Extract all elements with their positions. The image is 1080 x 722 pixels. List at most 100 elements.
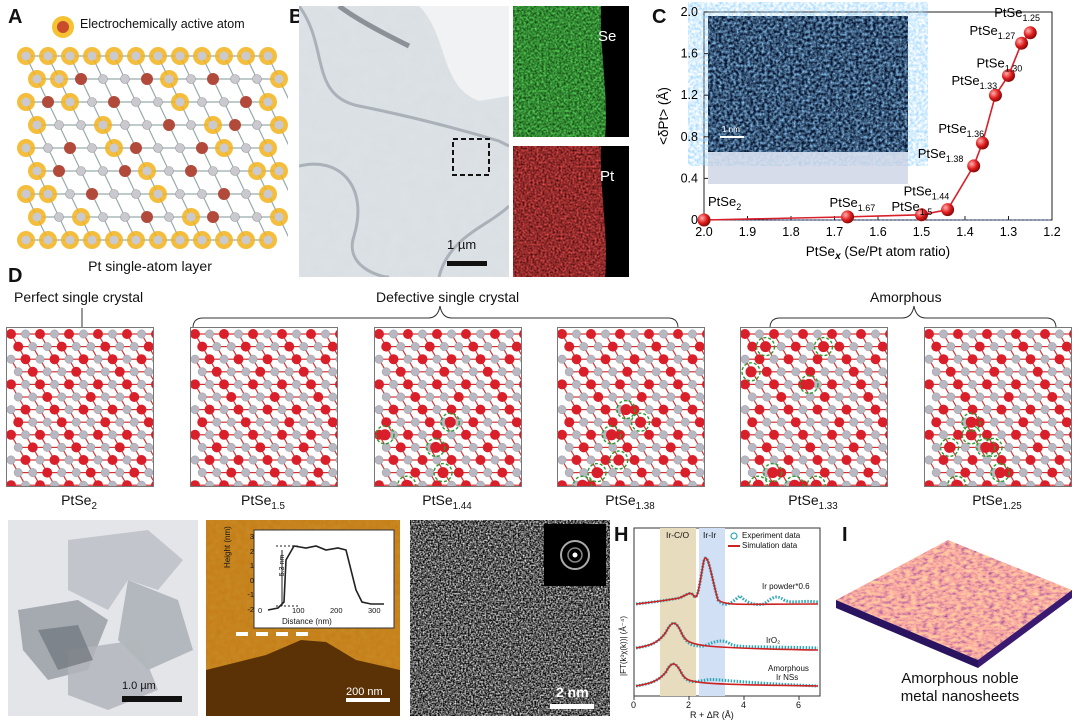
defect-marker: [609, 450, 629, 470]
defect-marker: [433, 462, 453, 483]
point-label: PtSe1.67: [830, 195, 876, 213]
ptse-lattice-2: [374, 327, 522, 487]
defect-marker: [748, 475, 768, 486]
lattice-caption-0: PtSe2: [61, 492, 97, 512]
afm-image-f: [206, 520, 400, 716]
panel-i-caption-line2: metal nanosheets: [900, 688, 1020, 705]
afm-xtick-3: 300: [368, 606, 381, 615]
data-point: [988, 88, 1002, 102]
point-label: PtSe1.44: [904, 184, 950, 202]
afm-xlabel: Distance (nm): [282, 617, 332, 626]
y-axis-label: <δPt> (Å): [656, 87, 671, 145]
legend-simulation: Simulation data: [742, 541, 798, 550]
group-label-amorphous: Amorphous: [870, 289, 942, 305]
stm-inset: 1 nm: [708, 16, 908, 184]
group-label-defective: Defective single crystal: [376, 289, 520, 305]
defect-marker: [784, 475, 805, 486]
curve-label-ir-powder: Ir powder*0.6: [762, 582, 810, 591]
x-axis-label: PtSex (Se/Pt atom ratio): [806, 244, 950, 262]
scale-bar-g: 2 nm: [556, 684, 589, 700]
point-label: PtSe1.25: [994, 5, 1040, 23]
afm-xtick-2: 200: [330, 606, 343, 615]
group-label-perfect: Perfect single crystal: [14, 289, 144, 305]
ptse-lattice-5: [924, 327, 1072, 487]
defect-marker: [572, 475, 593, 486]
x-tick-label: 1.8: [782, 225, 799, 239]
lattice-caption-2: PtSe1.44: [422, 492, 472, 512]
curve-label-amorphous: Amorphous: [768, 664, 809, 673]
data-point: [841, 210, 855, 224]
defect-marker: [763, 462, 783, 483]
point-label: PtSe1.33: [951, 73, 997, 91]
defect-marker: [375, 425, 395, 445]
lattice-caption-5: PtSe1.25: [972, 492, 1022, 512]
y-tick-label: 1.2: [681, 88, 698, 102]
afm-step-height: 5.3 nm: [279, 554, 287, 577]
y-tick-label: 2.0: [681, 5, 698, 19]
defect-marker: [397, 475, 417, 486]
defect-marker: [741, 362, 761, 382]
ptse-lattice-3: [557, 327, 705, 487]
scale-bar-b: 1 µm: [447, 237, 477, 252]
exafs-xtick-1: 2: [686, 700, 692, 710]
data-point: [1023, 26, 1037, 40]
ptse-lattice-0: [6, 327, 154, 487]
curve-label-iro2: IrO₂: [766, 636, 781, 645]
region-label-ir-ir: Ir-Ir: [703, 530, 717, 540]
ptse-lattice-1: [190, 327, 338, 487]
region-label-ir-co: Ir-C/O: [666, 530, 690, 540]
tem-image-b: [299, 6, 509, 277]
series-line: [703, 32, 1031, 221]
x-tick-label: 1.3: [1000, 225, 1017, 239]
panel-label-c: C: [652, 6, 667, 28]
defect-marker: [813, 336, 834, 357]
x-tick-label: 1.6: [869, 225, 886, 239]
point-label: PtSe1.27: [970, 23, 1016, 41]
exafs-xtick-0: 0: [631, 700, 637, 710]
delta-pt-chart: 1 nm 2.0 1.9 1.8 1.7 1.6 1.5 1.4 1.3 1.2 0 0.4 0.8 1.…: [656, 5, 1061, 262]
defect-marker: [939, 437, 960, 458]
point-label: PtSe1.38: [918, 146, 964, 164]
afm-ytick: 2: [249, 546, 254, 556]
exafs-chart: [633, 527, 821, 700]
point-label: PtSe1.5: [892, 199, 933, 217]
defect-marker: [799, 374, 819, 395]
defect-marker: [616, 399, 636, 420]
eds-map-se: [513, 6, 629, 137]
afm-xtick-1: 100: [292, 606, 305, 615]
data-point: [941, 203, 955, 217]
data-point: [1002, 68, 1015, 82]
exafs-xlabel: R + ΔR (Å): [690, 710, 734, 720]
ptse-lattice-4: [740, 327, 888, 487]
defect-marker: [976, 437, 996, 458]
panel-label-h: H: [614, 524, 629, 546]
afm-ytick: -1: [247, 590, 254, 599]
afm-yticks: 3 2 1 0 -1 -2: [244, 530, 254, 617]
panel-i-caption-line1: Amorphous noble: [901, 670, 1019, 687]
data-point: [975, 136, 989, 150]
defect-marker: [990, 462, 1010, 483]
defect-marker: [806, 475, 826, 486]
defect-marker: [983, 437, 1003, 458]
group-brackets: [81, 305, 1057, 329]
afm-ylabel: Height (nm): [223, 526, 232, 568]
defect-marker: [440, 412, 460, 432]
nanosheet-3d-surface: [836, 540, 1072, 668]
defect-marker: [426, 437, 446, 458]
afm-ytick: 1: [249, 561, 254, 570]
map-label-se: Se: [598, 28, 617, 45]
afm-ytick: -2: [247, 604, 254, 614]
defect-marker: [630, 412, 651, 432]
scale-bar-f: 200 nm: [346, 686, 383, 698]
scale-bar-e: 1.0 µm: [122, 680, 156, 692]
x-tick-label: 1.2: [1043, 225, 1060, 239]
lattice-caption-4: PtSe1.33: [788, 492, 838, 512]
tem-image-e: [8, 520, 198, 716]
x-tick-label: 1.9: [739, 225, 756, 239]
lattice-caption-1: PtSe1.5: [241, 492, 285, 512]
afm-ytick: 0: [249, 575, 254, 585]
panel-i-caption: Amorphous noble metal nanosheets: [850, 670, 1070, 706]
exafs-xtick-3: 6: [796, 700, 802, 710]
exafs-ylabel: |FT(k³χ(k))| (Å⁻⁴): [619, 616, 628, 676]
active-atom-legend: Electrochemically active atom: [80, 17, 245, 31]
